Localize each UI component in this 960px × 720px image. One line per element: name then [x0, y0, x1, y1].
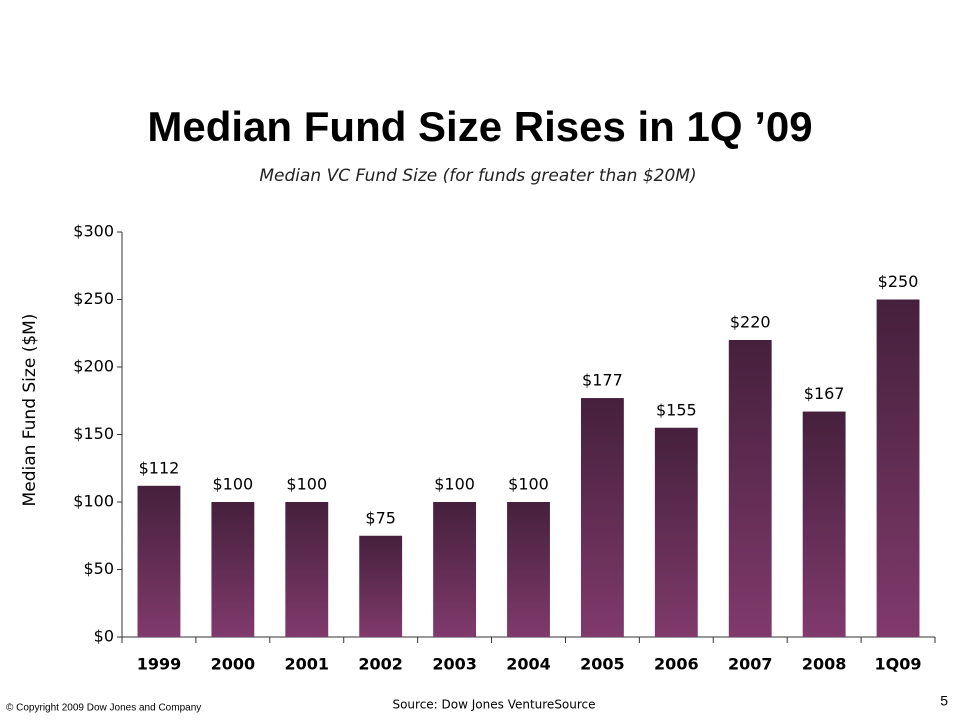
- y-tick-label: $200: [73, 357, 114, 376]
- copyright: © Copyright 2009 Dow Jones and Company: [6, 703, 201, 714]
- value-label: $167: [804, 384, 845, 403]
- value-label: $177: [582, 371, 623, 390]
- value-label: $100: [213, 475, 254, 494]
- bar: [285, 502, 329, 637]
- bar: [580, 398, 624, 637]
- value-label: $75: [365, 508, 396, 527]
- x-tick-label: 2001: [285, 655, 330, 674]
- y-tick-label: $150: [73, 424, 114, 443]
- value-label: $112: [139, 458, 180, 477]
- x-tick-label: 1999: [137, 655, 182, 674]
- y-tick-label: $0: [94, 627, 114, 646]
- value-label: $100: [286, 475, 327, 494]
- value-label: $250: [878, 272, 919, 291]
- x-tick-label: 2004: [506, 655, 551, 674]
- bar: [211, 502, 255, 637]
- y-tick-label: $250: [73, 289, 114, 308]
- value-label: $100: [434, 475, 475, 494]
- y-tick-label: $300: [73, 222, 114, 241]
- source: Source: Dow Jones VentureSource: [392, 698, 595, 712]
- page-number: 5: [940, 693, 948, 709]
- y-axis-label: Median Fund Size ($M): [20, 314, 40, 507]
- x-tick-label: 2000: [211, 655, 256, 674]
- y-tick-label: $50: [83, 559, 114, 578]
- bar: [654, 427, 698, 637]
- bar: [876, 299, 920, 637]
- y-tick-label: $100: [73, 492, 114, 511]
- x-tick-label: 1Q09: [875, 655, 922, 674]
- value-label: $155: [656, 400, 697, 419]
- chart-title: Median Fund Size Rises in 1Q ’09: [147, 103, 812, 150]
- chart-subtitle: Median VC Fund Size (for funds greater t…: [259, 166, 696, 186]
- x-tick-label: 2006: [654, 655, 699, 674]
- bar: [137, 485, 181, 637]
- bar: [433, 502, 477, 637]
- value-label: $220: [730, 313, 771, 332]
- x-tick-label: 2003: [432, 655, 477, 674]
- value-label: $100: [508, 475, 549, 494]
- x-tick-label: 2002: [358, 655, 403, 674]
- bar: [359, 535, 403, 637]
- bar: [507, 502, 550, 637]
- bar: [802, 411, 846, 637]
- x-tick-label: 2005: [580, 655, 625, 674]
- x-tick-label: 2008: [802, 655, 847, 674]
- x-tick-label: 2007: [728, 655, 773, 674]
- bar: [728, 340, 772, 637]
